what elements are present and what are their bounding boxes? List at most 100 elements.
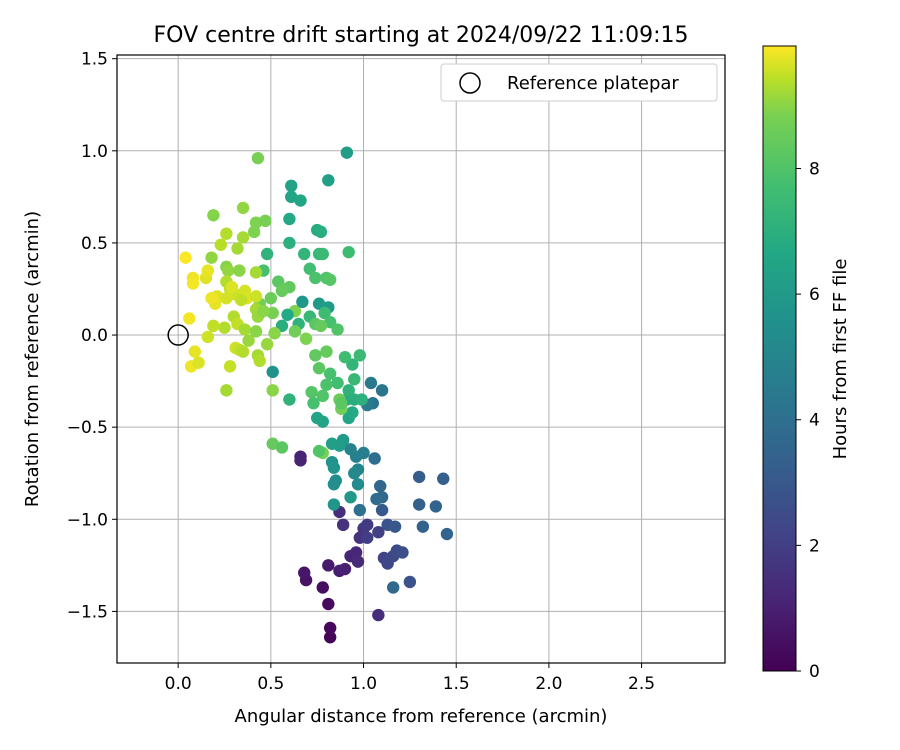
scatter-point (225, 280, 239, 294)
scatter-point (314, 319, 328, 333)
scatter-point (231, 242, 244, 255)
scatter-point (342, 245, 355, 259)
x-axis-ticks: 0.0 0.5 1.0 1.5 2.0 2.5 (165, 663, 655, 694)
scatter-point (349, 546, 363, 559)
scatter-point (309, 271, 322, 285)
scatter-point (368, 452, 381, 465)
scatter-point (353, 349, 367, 362)
scatter-point (249, 290, 263, 303)
scatter-point (351, 478, 365, 491)
scatter-point (183, 312, 196, 325)
scatter-point (192, 356, 205, 369)
scatter-point (179, 251, 192, 264)
scatter-point (375, 384, 389, 397)
colorbar-tick-label: 8 (809, 159, 820, 179)
scatter-point (288, 325, 302, 338)
x-tick-label: 0.0 (165, 674, 192, 694)
x-tick-label: 1.5 (443, 674, 470, 694)
scatter-point (275, 441, 289, 454)
scatter-point (331, 376, 344, 390)
y-tick-label: 1.5 (81, 50, 108, 70)
scatter-point (437, 472, 450, 485)
y-axis-label: Rotation from reference (arcmin) (22, 211, 43, 507)
scatter-point (294, 194, 307, 207)
scatter-point (259, 214, 272, 228)
scatter-point (205, 292, 218, 305)
scatter-point (312, 362, 326, 375)
data-points (167, 146, 454, 644)
scatter-point (314, 225, 328, 239)
y-tick-label: −0.5 (67, 418, 108, 438)
scatter-point (312, 444, 326, 458)
scatter-point (335, 397, 348, 410)
scatter-point (275, 284, 289, 298)
scatter-point (316, 247, 329, 261)
scatter-point (220, 292, 233, 305)
scatter-point (388, 520, 402, 533)
legend: Reference platepar (440, 63, 718, 102)
scatter-point (238, 323, 252, 336)
scatter-point (416, 520, 430, 533)
scatter-point (323, 621, 337, 635)
scatter-point (249, 266, 263, 279)
scatter-point (386, 581, 400, 594)
x-tick-label: 1.0 (350, 674, 377, 694)
scatter-point (310, 411, 324, 425)
colorbar-gradient (762, 45, 797, 672)
legend-marker (459, 72, 481, 94)
scatter-point (323, 273, 337, 286)
scatter-point (322, 597, 335, 611)
scatter-point (320, 345, 333, 358)
scatter-point (372, 608, 385, 622)
grid (117, 55, 725, 663)
scatter-point (303, 262, 316, 275)
scatter-point (251, 151, 265, 165)
scatter-point (249, 325, 263, 338)
scatter-point (412, 470, 426, 484)
colorbar-tick-label: 2 (809, 536, 820, 556)
scatter-point (233, 264, 246, 277)
scatter-point (201, 264, 215, 277)
scatter-point (322, 559, 335, 572)
scatter-point (346, 406, 359, 419)
scatter-point (260, 247, 274, 261)
scatter-point (223, 360, 237, 373)
scatter-point (375, 503, 389, 517)
scatter-point (323, 631, 337, 644)
scatter-point (338, 350, 352, 364)
scatter-point (266, 365, 279, 379)
scatter-point (214, 238, 228, 251)
scatter-point (307, 397, 320, 410)
scatter-point (318, 306, 331, 320)
x-axis-label: Angular distance from reference (arcmin) (235, 706, 608, 727)
reference-platepar-marker (167, 324, 189, 346)
scatter-point (372, 525, 385, 539)
scatter-point (351, 555, 365, 568)
scatter-point (201, 330, 215, 344)
scatter-point (281, 308, 294, 321)
scatter-point (247, 225, 261, 239)
y-tick-label: 1.0 (81, 142, 108, 162)
scatter-point (340, 146, 354, 159)
scatter-point (294, 454, 307, 467)
scatter-point (299, 332, 313, 345)
scatter-point (207, 209, 220, 222)
scatter-point (220, 227, 233, 240)
scatter-point (316, 581, 329, 594)
scatter-point (327, 478, 341, 491)
scatter-point (205, 251, 218, 264)
scatter-point (348, 467, 361, 480)
legend-label: Reference platepar (507, 73, 679, 94)
scatter-point (207, 319, 220, 333)
colorbar: 0 2 4 6 8 Hours from first FF file (762, 45, 851, 682)
scatter-point (327, 498, 341, 511)
scatter-point (298, 566, 311, 579)
scatter-point (336, 518, 350, 532)
scatter-point (355, 393, 368, 406)
y-tick-label: −1.5 (67, 602, 108, 622)
scatter-point (309, 349, 322, 362)
legend-box (440, 63, 718, 102)
scatter-point (403, 575, 417, 589)
scatter-point (186, 277, 200, 290)
